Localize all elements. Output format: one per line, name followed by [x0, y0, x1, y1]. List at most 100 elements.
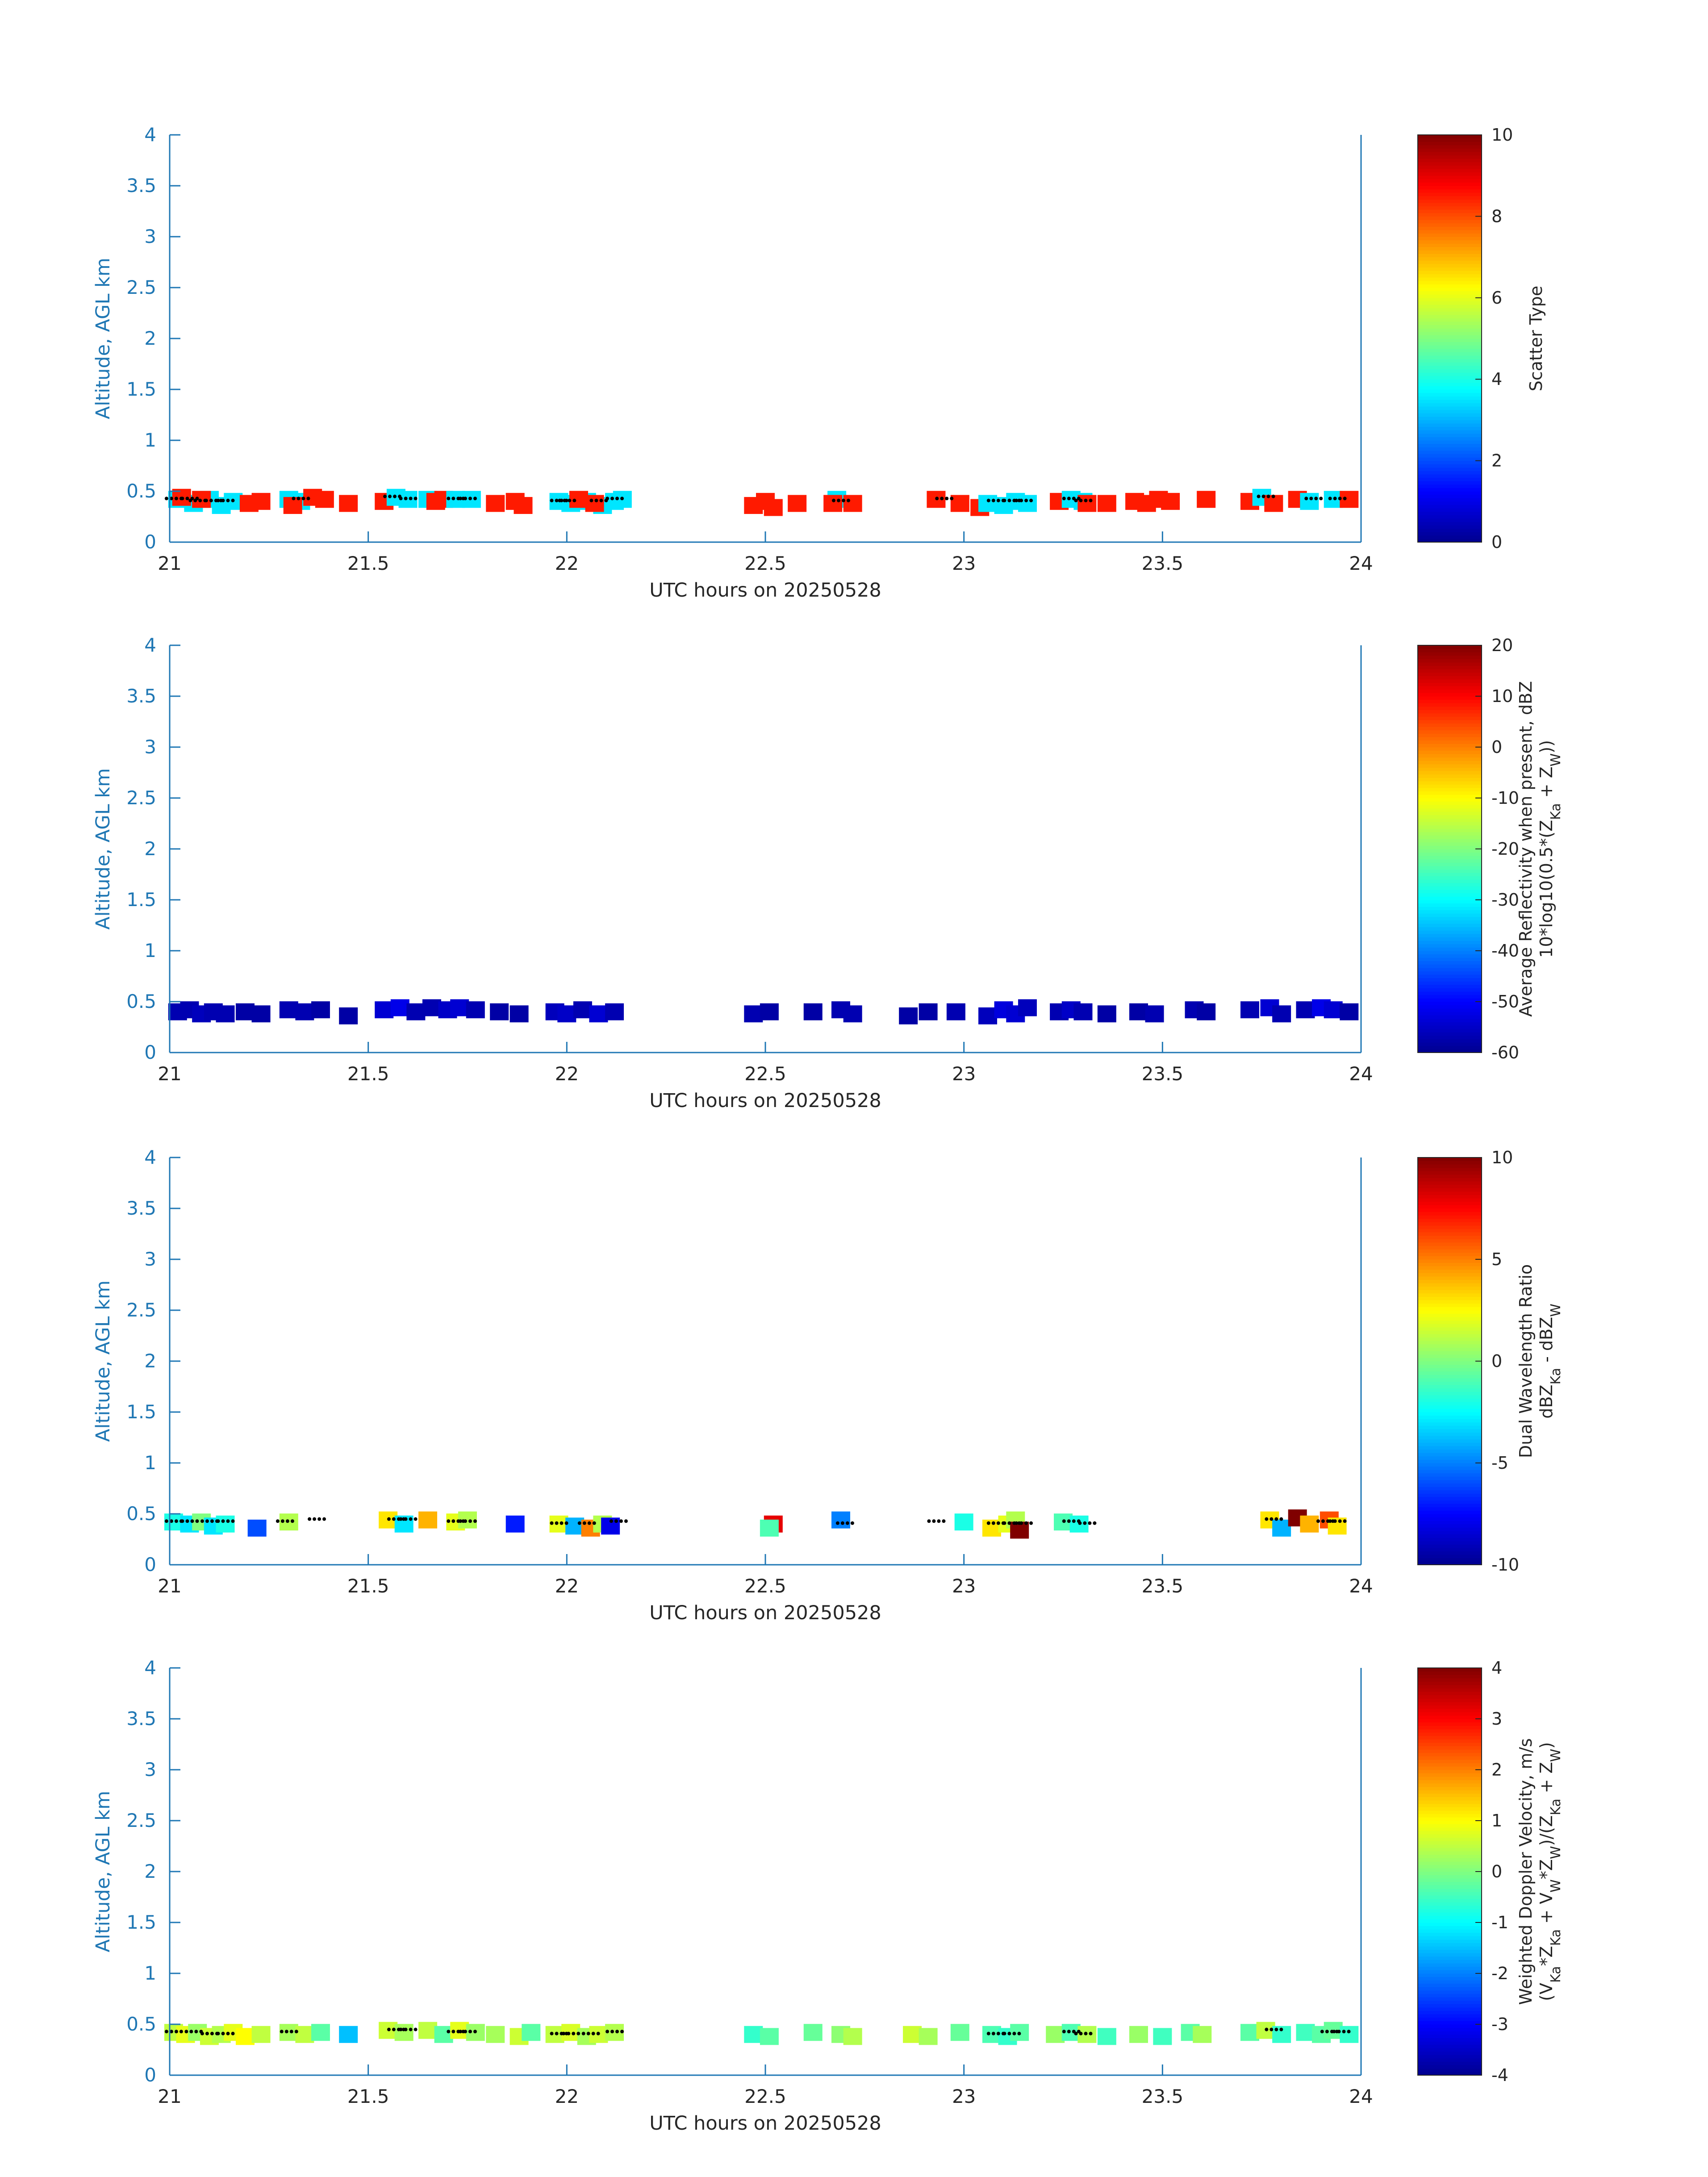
y-tick-label: 3 [144, 1759, 156, 1780]
heatmap-cell [919, 2028, 938, 2045]
marker-dot [221, 1519, 225, 1523]
colorbar-band [1418, 954, 1482, 958]
marker-dot [447, 1519, 451, 1523]
marker-dot [991, 1521, 995, 1525]
heatmap-cell [394, 2024, 413, 2041]
heatmap-cell [1161, 493, 1180, 510]
colorbar-band [1418, 1191, 1482, 1195]
colorbar-band [1418, 504, 1482, 509]
colorbar-band [1418, 930, 1482, 934]
heatmap-cell [450, 999, 469, 1016]
colorbar-band [1418, 182, 1482, 186]
marker-dot [1012, 2031, 1016, 2035]
colorbar-band [1418, 1551, 1482, 1555]
colorbar-band [1418, 1875, 1482, 1879]
colorbar-band [1418, 1303, 1482, 1307]
colorbar-band [1418, 1963, 1482, 1967]
colorbar-tick-label: 3 [1491, 1709, 1502, 1729]
colorbar-band [1418, 1001, 1482, 1006]
marker-dot [1002, 2031, 1006, 2035]
colorbar-band [1418, 141, 1482, 146]
colorbar-band [1418, 709, 1482, 714]
heatmap-cell [831, 1511, 850, 1529]
y-tick-label: 3 [144, 226, 156, 247]
colorbar-band [1418, 1513, 1482, 1518]
marker-dot [615, 2030, 619, 2034]
y-tick-label: 3 [144, 736, 156, 758]
colorbar-band [1418, 484, 1482, 488]
colorbar-band [1418, 1408, 1482, 1412]
colorbar-band [1418, 321, 1482, 326]
colorbar-band [1418, 726, 1482, 731]
marker-dot [174, 497, 178, 501]
colorbar-band [1418, 859, 1482, 863]
colorbar-band [1418, 1759, 1482, 1763]
colorbar-band [1418, 497, 1482, 502]
colorbar-band [1418, 491, 1482, 495]
heatmap-cell [1340, 1003, 1359, 1020]
marker-dot [1343, 497, 1347, 501]
colorbar-band [1418, 2068, 1482, 2072]
colorbar-band [1418, 1909, 1482, 1913]
colorbar-band [1418, 1861, 1482, 1865]
colorbar-band [1418, 1310, 1482, 1314]
colorbar-band [1418, 1973, 1482, 1977]
marker-dot [927, 1519, 931, 1523]
colorbar-band [1418, 253, 1482, 258]
heatmap-cell [744, 1005, 763, 1023]
marker-dot [185, 497, 189, 501]
marker-dot [413, 1517, 418, 1521]
marker-dot [169, 1519, 173, 1523]
colorbar-band [1418, 1701, 1482, 1706]
colorbar-band [1418, 409, 1482, 414]
colorbar-band [1418, 1901, 1482, 1906]
colorbar-band [1418, 1783, 1482, 1787]
marker-dot [1074, 2031, 1078, 2035]
colorbar-band [1418, 2037, 1482, 2042]
colorbar-band [1418, 981, 1482, 985]
heatmap-cell [760, 1003, 779, 1020]
x-tick-label: 23.5 [1142, 552, 1184, 574]
colorbar-band [1418, 1817, 1482, 1821]
colorbar-band [1418, 1476, 1482, 1480]
colorbar-band [1418, 1960, 1482, 1964]
heatmap-cell [247, 1519, 267, 1537]
colorbar-band [1418, 518, 1482, 522]
heatmap-cell [1197, 491, 1216, 508]
colorbar-band [1418, 1198, 1482, 1202]
colorbar-band [1418, 1405, 1482, 1409]
colorbar-band [1418, 1466, 1482, 1470]
colorbar-band [1418, 1439, 1482, 1443]
colorbar-band [1418, 1547, 1482, 1552]
colorbar-band [1418, 162, 1482, 166]
colorbar-tick-label: -10 [1491, 788, 1519, 808]
marker-dot [845, 1521, 849, 1525]
colorbar-band [1418, 760, 1482, 765]
colorbar-band [1418, 1429, 1482, 1433]
marker-dot [563, 498, 567, 502]
colorbar-band [1418, 815, 1482, 819]
marker-dot [284, 2030, 288, 2034]
marker-dot [945, 497, 949, 501]
colorbar-band [1418, 1943, 1482, 1947]
heatmap-cell [760, 1519, 779, 1537]
marker-dot [1320, 2030, 1324, 2034]
colorbar-tick-label: -50 [1491, 992, 1519, 1011]
y-tick-label: 2.5 [126, 276, 156, 298]
y-tick-label: 1 [144, 940, 156, 961]
colorbar-band [1418, 1858, 1482, 1862]
heatmap-cell [557, 1005, 576, 1023]
colorbar-band [1418, 1820, 1482, 1825]
marker-dot [1089, 2031, 1093, 2035]
marker-dot [285, 1519, 289, 1523]
colorbar-band [1418, 1042, 1482, 1046]
marker-dot [996, 498, 1000, 502]
marker-dot [996, 2031, 1000, 2035]
marker-dot [198, 498, 202, 502]
colorbar-band [1418, 226, 1482, 230]
y-axis-label: Altitude, AGL km [92, 768, 114, 930]
marker-dot [1270, 2027, 1274, 2031]
colorbar-band [1418, 862, 1482, 866]
colorbar-band [1418, 791, 1482, 795]
colorbar-band [1418, 362, 1482, 366]
